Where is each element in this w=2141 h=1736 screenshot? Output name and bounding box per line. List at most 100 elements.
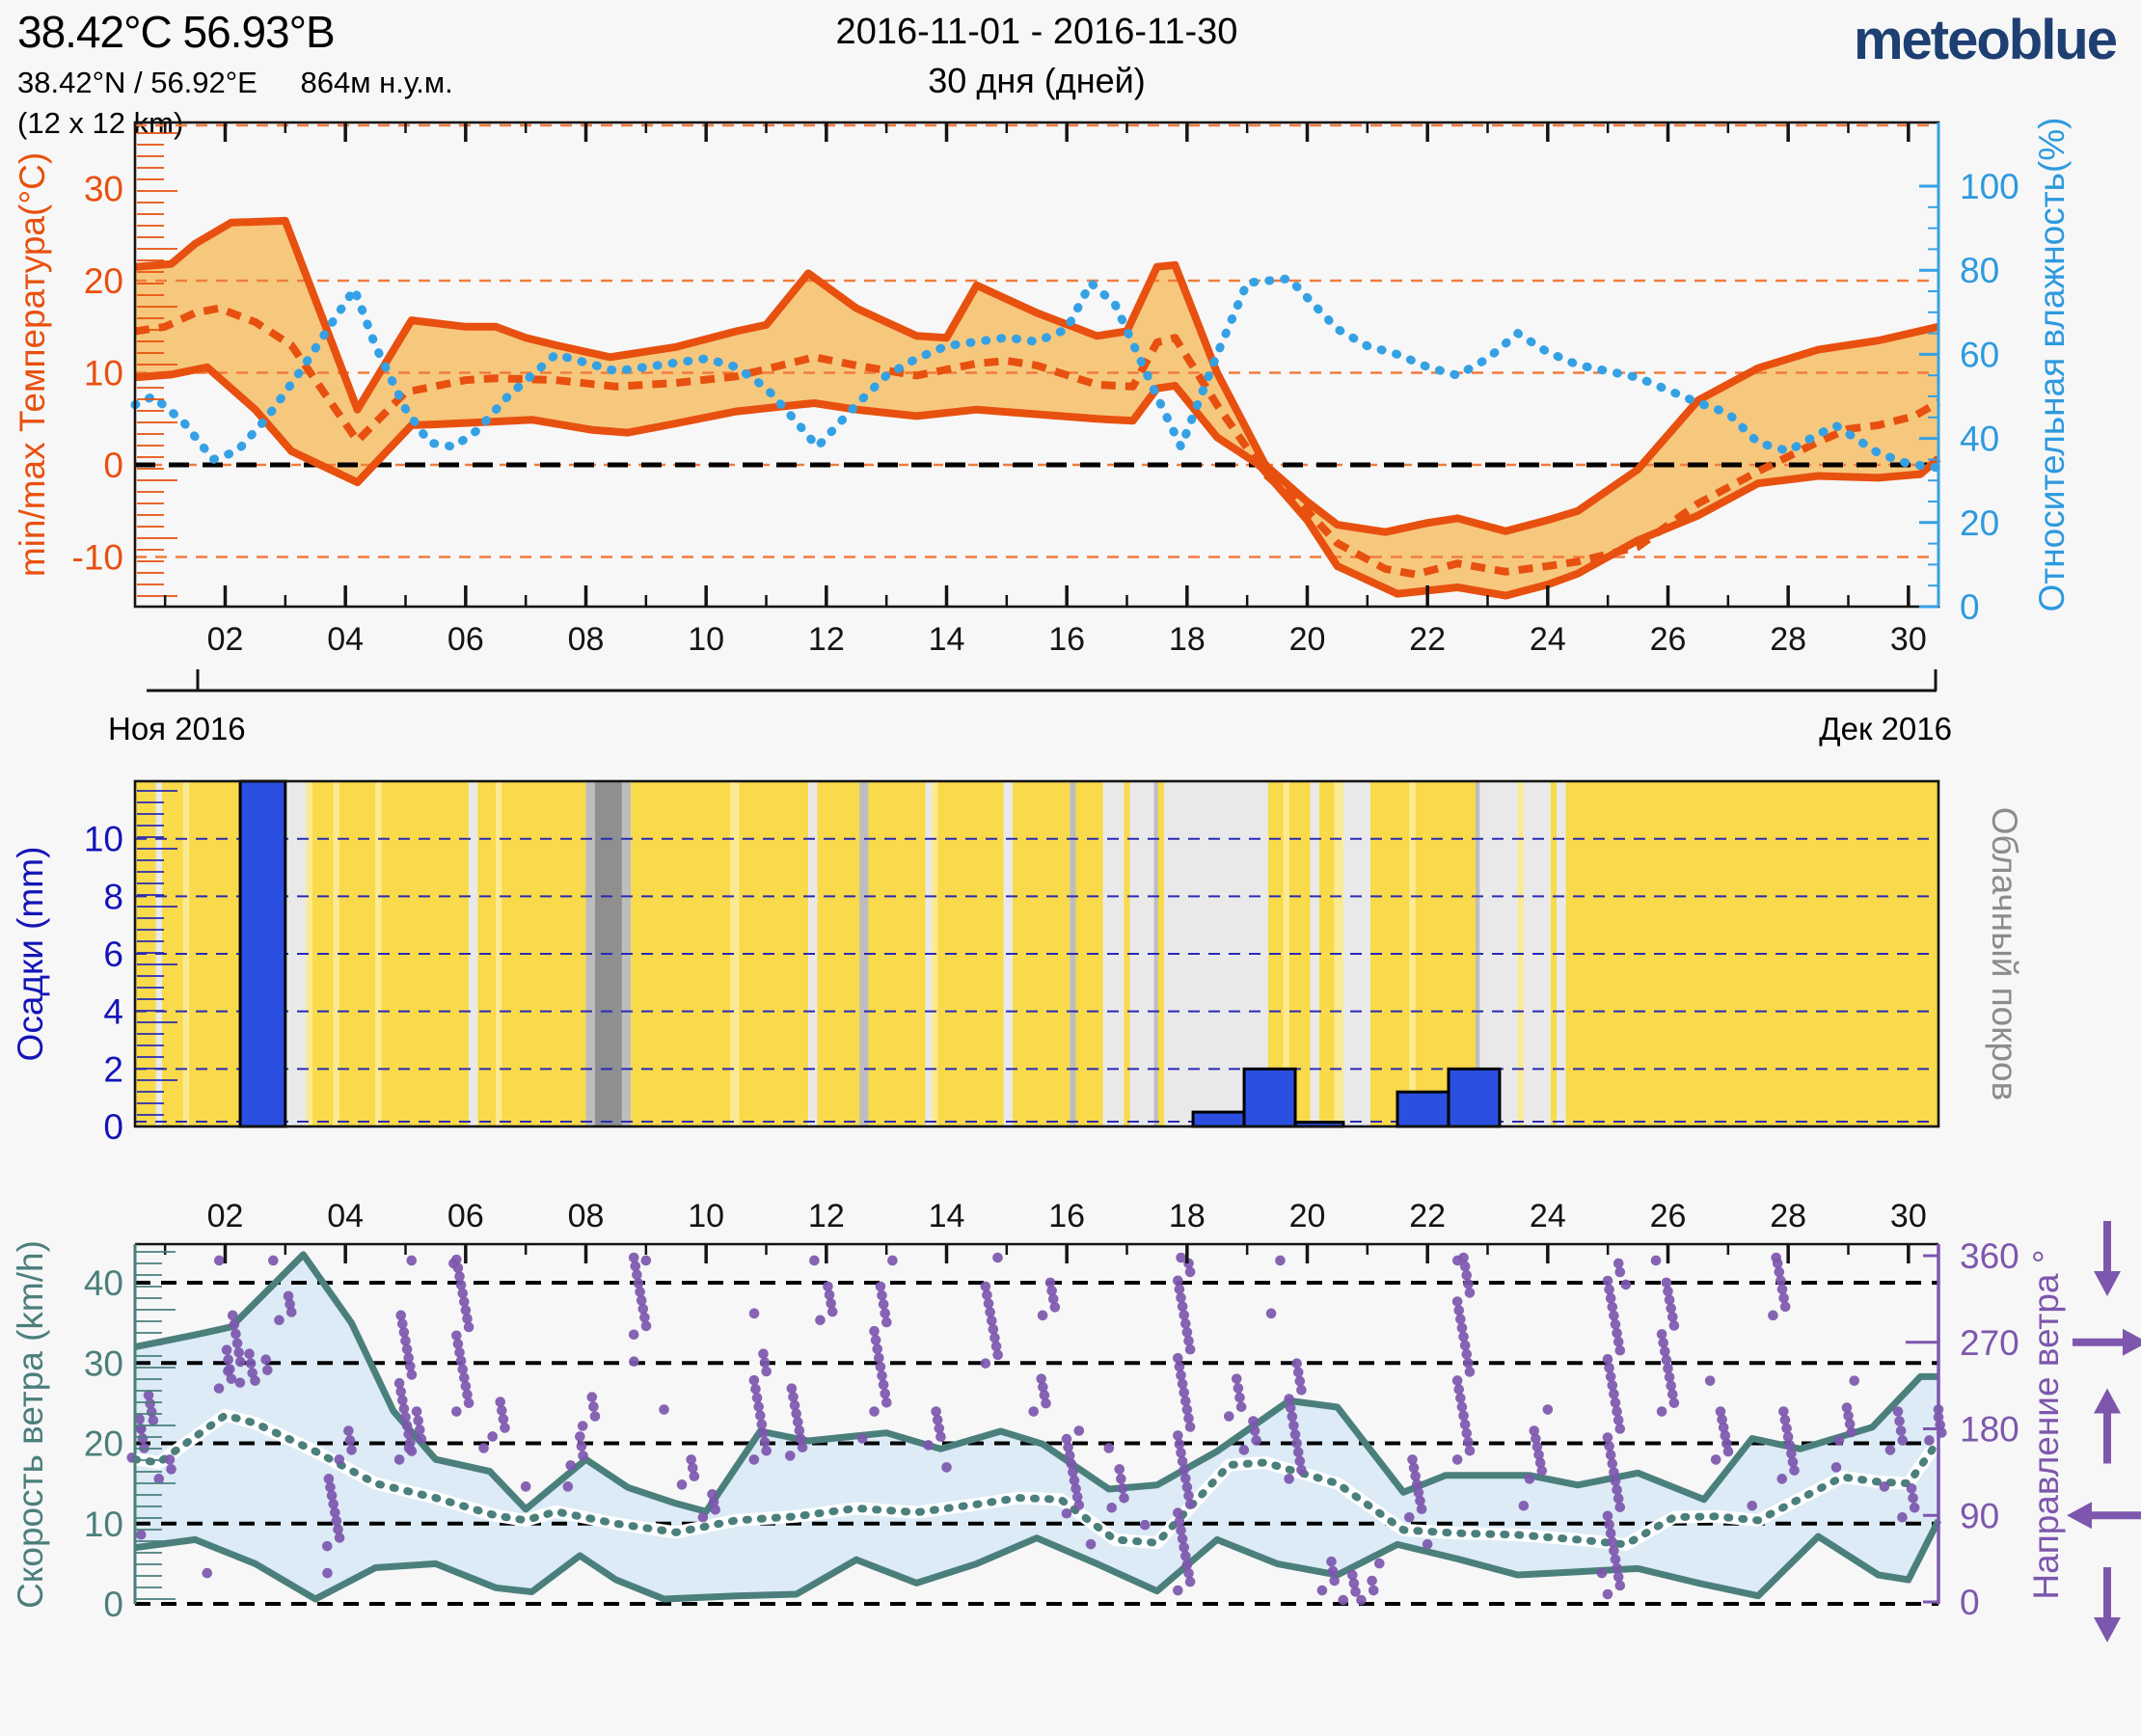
wind-direction-dot — [1614, 1344, 1626, 1356]
wind-direction-dot — [1184, 1266, 1196, 1278]
x-tick-label: 08 — [568, 621, 605, 658]
cloud-segment — [333, 781, 339, 1126]
wind-direction-dot — [1234, 1392, 1245, 1403]
wind-direction-dot — [1177, 1455, 1188, 1467]
wind-direction-dot — [1275, 1255, 1286, 1266]
precip-bar — [1447, 1067, 1502, 1128]
x-tick-label: 06 — [447, 621, 484, 658]
wind-direction-dot — [1294, 1375, 1306, 1387]
wind-direction-dot — [403, 1443, 415, 1453]
wind-direction-dot — [221, 1344, 232, 1356]
wind-direction-dot — [1085, 1538, 1097, 1550]
wind-direction-dot — [1661, 1354, 1672, 1366]
wind-direction-dot — [1458, 1410, 1469, 1422]
wind-direction-dot — [633, 1278, 644, 1288]
wind-direction-dot — [1416, 1504, 1427, 1514]
wind-direction-dot — [1036, 1373, 1047, 1384]
wind-direction-dot — [1895, 1425, 1907, 1436]
wind-direction-dot — [262, 1365, 273, 1375]
wind-direction-dot — [1181, 1559, 1193, 1570]
wind-speed-tick-label: 10 — [84, 1505, 123, 1544]
x-tick-label: 12 — [808, 621, 845, 658]
wind-direction-dot — [1456, 1401, 1468, 1413]
wind-direction-dot — [1183, 1490, 1194, 1502]
wind-direction-dot — [1367, 1575, 1377, 1587]
wind-direction-dot — [758, 1427, 769, 1439]
wind-direction-dot — [250, 1375, 260, 1386]
wind-direction-dot — [1461, 1427, 1473, 1439]
wind-direction-dot — [1650, 1255, 1662, 1266]
wind-direction-dot — [983, 1298, 994, 1309]
wind-direction-dot — [1117, 1483, 1128, 1494]
wind-direction-dot — [460, 1380, 472, 1392]
wind-direction-dot — [1285, 1402, 1296, 1414]
wind-direction-dot — [1459, 1340, 1471, 1351]
wind-direction-dot — [1897, 1435, 1909, 1446]
x-tick-label: 14 — [929, 621, 965, 658]
wind-direction-dot — [344, 1435, 356, 1446]
wind-direction-dot — [1605, 1292, 1616, 1304]
wind-direction-dot — [786, 1383, 798, 1394]
wind-direction-dot — [1407, 1454, 1418, 1465]
wind-direction-dot — [1413, 1487, 1424, 1498]
direction-tick-label: 0 — [1960, 1583, 1980, 1622]
wind-direction-dot — [1294, 1455, 1306, 1467]
wind-direction-dot — [869, 1406, 880, 1417]
wind-direction-dot — [1843, 1410, 1854, 1422]
wind-direction-dot — [1173, 1275, 1183, 1287]
wind-direction-dot — [1235, 1401, 1247, 1413]
wind-direction-dot — [1291, 1358, 1302, 1369]
precip-tick-label: 2 — [103, 1049, 123, 1089]
precip-bar — [238, 779, 287, 1128]
wind-panel: 02 04 06 08 10 12 14 16 18 20 22 24 26 28 30 40 30 20 10 0 3… — [84, 1198, 2141, 1642]
wind-direction-dot — [401, 1420, 413, 1431]
wind-direction-arrow-down — [2094, 1221, 2121, 1296]
wind-direction-dot — [500, 1423, 510, 1433]
wind-direction-dot — [796, 1433, 806, 1445]
wind-direction-dot — [1265, 1308, 1277, 1319]
wind-direction-dot — [628, 1252, 639, 1263]
wind-direction-dot — [1292, 1447, 1304, 1458]
wind-direction-dot — [639, 1312, 650, 1323]
wind-direction-dot — [462, 1313, 473, 1324]
wind-direction-dot — [1184, 1343, 1196, 1355]
wind-direction-dot — [233, 1347, 244, 1358]
wind-direction-dot — [756, 1419, 768, 1430]
wind-direction-dot — [980, 1358, 991, 1369]
wind-direction-dot — [1453, 1384, 1465, 1395]
wind-direction-dot — [1664, 1294, 1675, 1306]
precipitation-axis-label: Осадки (mm) — [11, 846, 50, 1062]
cloud-segment — [162, 781, 183, 1126]
header-location: 38.42°С 56.93°В 38.42°N / 56.92°E 864м н… — [17, 6, 453, 141]
wind-direction-dot — [487, 1431, 499, 1442]
wind-direction-dot — [1296, 1385, 1307, 1396]
wind-direction-dot — [452, 1339, 464, 1349]
wind-direction-dot — [1609, 1389, 1619, 1399]
wind-direction-dot — [1789, 1465, 1800, 1476]
wind-speed-tick-label: 30 — [84, 1343, 123, 1383]
wind-direction-dot — [401, 1343, 413, 1355]
precip-tick-label: 8 — [103, 877, 123, 916]
wind-direction-dot — [234, 1377, 246, 1388]
humidity-tick-label: 60 — [1960, 335, 1999, 374]
wind-direction-dot — [1604, 1519, 1614, 1531]
wind-direction-dot — [935, 1431, 946, 1443]
wind-direction-dot — [575, 1431, 585, 1442]
wind-direction-dot — [794, 1424, 805, 1436]
wind-direction-dot — [497, 1405, 507, 1416]
wind-direction-dot — [1718, 1422, 1729, 1433]
wind-direction-dot — [875, 1361, 886, 1372]
wind-direction-dot — [1849, 1375, 1860, 1386]
wind-direction-dot — [759, 1357, 771, 1369]
wind-direction-dot — [393, 1377, 405, 1389]
wind-direction-dot — [326, 1490, 338, 1502]
wind-direction-dot — [750, 1383, 761, 1395]
wind-direction-dot — [1284, 1394, 1294, 1404]
wind-direction-dot — [1533, 1450, 1544, 1460]
wind-direction-dot — [245, 1358, 257, 1369]
wind-direction-dot — [1348, 1578, 1360, 1589]
wind-direction-dot — [143, 1390, 154, 1400]
wind-direction-dot — [1037, 1310, 1048, 1321]
wind-direction-dot — [1174, 1284, 1185, 1295]
wind-direction-dot — [414, 1424, 425, 1435]
